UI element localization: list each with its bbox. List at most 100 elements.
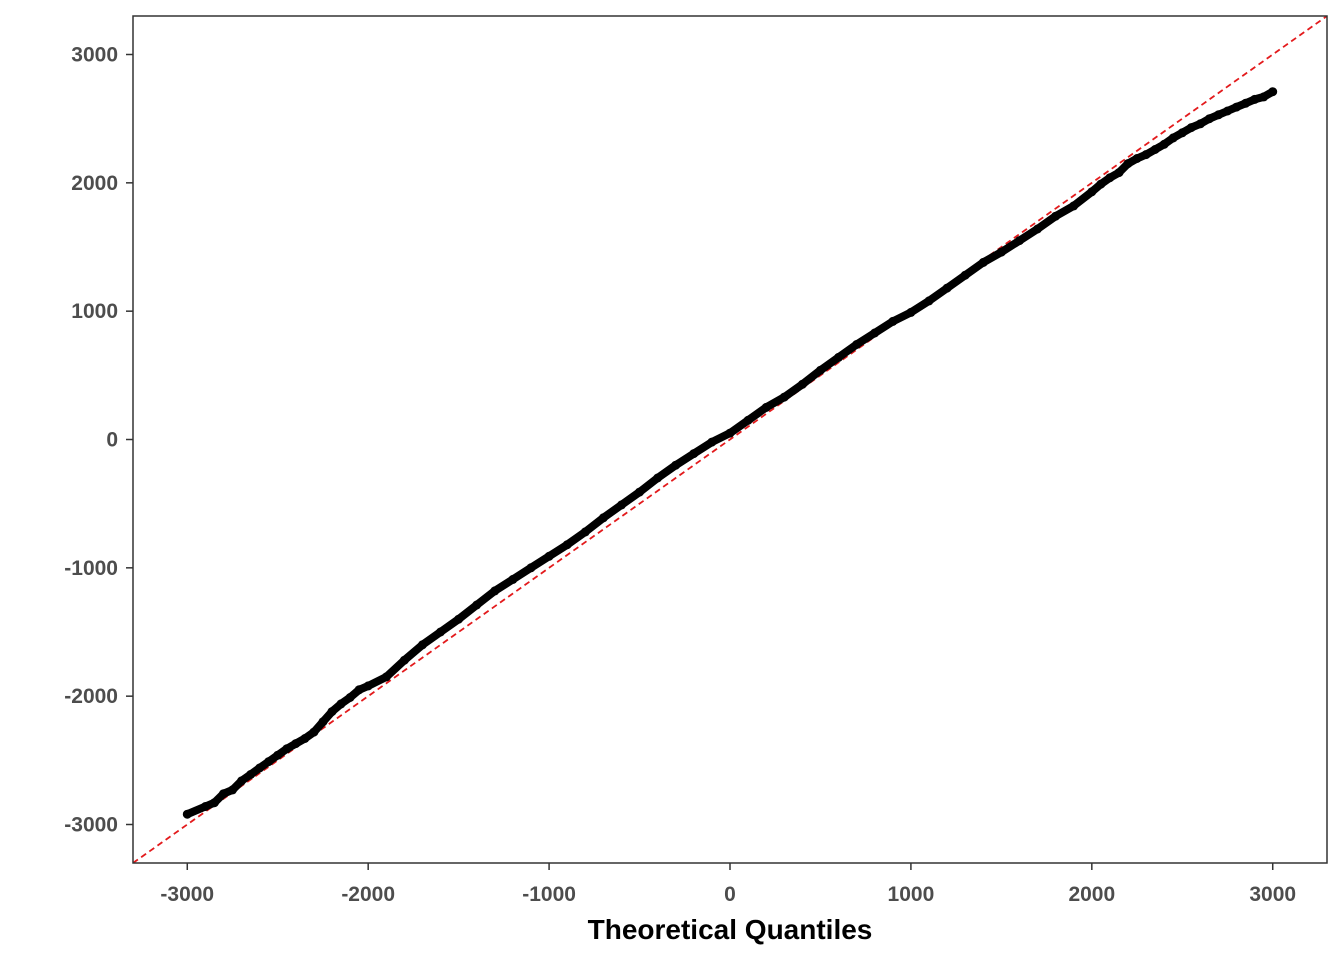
data-point [635,487,644,497]
data-point [309,727,319,737]
data-point [336,699,346,709]
data-point [779,392,789,402]
data-point [1141,150,1151,160]
data-point [1015,236,1024,246]
data-point [1168,133,1178,143]
y-tick-label: 3000 [71,44,118,67]
data-point [1105,173,1115,183]
data-point [1250,94,1260,104]
data-point [354,685,364,695]
data-point [363,681,373,691]
data-point [264,757,274,767]
data-point [246,770,256,779]
data-point [300,734,310,743]
data-point [617,500,626,510]
y-tick-label: 0 [106,429,118,452]
data-point [888,316,898,326]
y-tick-label: 2000 [71,172,118,195]
data-point [1241,98,1251,108]
data-point [1096,179,1106,189]
data-point [1214,110,1223,120]
data-point [1132,154,1142,163]
data-point [761,402,771,412]
y-tick-label: 1000 [71,300,118,323]
data-point [182,809,192,819]
data-point [1268,87,1278,97]
data-point [870,328,880,338]
data-point [816,365,825,375]
y-tick-label: -2000 [64,685,118,708]
data-point [454,614,464,624]
x-tick-label: 2000 [1068,883,1115,906]
data-point [282,744,292,754]
data-point [707,437,717,447]
data-point [237,776,246,786]
data-point [381,672,391,682]
data-point [834,352,843,362]
data-point [743,415,753,425]
x-axis-title: Theoretical Quantiles [588,914,873,945]
x-tick-label: 0 [724,883,736,906]
data-point [399,655,409,665]
data-point [1195,119,1205,129]
data-point [1159,139,1169,149]
y-tick-label: -1000 [64,557,118,580]
data-point [1232,102,1241,112]
data-point [1114,168,1124,178]
data-point [671,460,681,470]
data-point [1123,159,1133,169]
data-point [906,307,916,317]
data-point [508,574,518,584]
data-point [255,763,265,773]
data-point [209,798,219,808]
data-point [1150,145,1160,154]
data-point [1259,92,1269,102]
reference-line-group [133,16,1327,863]
y-axis: -3000 -2000 -1000 0 1000 2000 3000 [64,44,133,837]
data-point [580,527,590,537]
data-point [689,449,699,459]
data-point [1069,201,1079,211]
data-point [1051,211,1061,221]
data-point [418,640,427,650]
data-point [598,513,608,523]
data-point [924,296,934,306]
x-tick-label: -1000 [522,883,576,906]
data-point [291,739,301,749]
y-tick-label: -3000 [64,814,118,837]
data-point [200,802,210,811]
data-point [318,717,328,727]
data-point [327,707,337,717]
x-axis: -3000 -2000 -1000 0 1000 2000 3000 [160,863,1296,906]
data-point [219,789,228,799]
data-point [345,693,355,702]
x-tick-label: -2000 [341,883,395,906]
data-point [472,600,482,610]
data-point [1186,123,1196,133]
data-point [436,627,445,637]
data-point [1033,224,1042,234]
data-point [273,750,283,760]
data-point [978,257,988,267]
data-point [526,563,536,573]
data-point [725,428,735,438]
data-point [852,340,862,349]
data-point [942,283,952,293]
data-point [960,270,970,280]
data-point [228,785,237,795]
reference-line [133,16,1327,863]
x-tick-label: 3000 [1249,883,1296,906]
data-point [1223,106,1232,116]
data-point [996,247,1006,257]
data-point [562,540,572,550]
data-point [1087,187,1097,197]
data-point [490,586,500,596]
data-point [1204,114,1214,124]
data-point [1177,128,1187,138]
data-point [544,551,554,561]
x-tick-label: -3000 [160,883,214,906]
data-point [797,379,807,389]
x-tick-label: 1000 [888,883,935,906]
data-points [182,87,1278,819]
